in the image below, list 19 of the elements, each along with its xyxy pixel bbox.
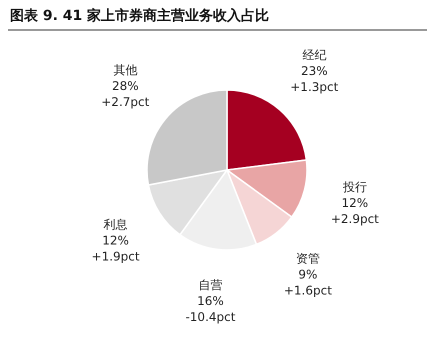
text: -10.4pct	[185, 310, 236, 324]
data-label: 12%	[102, 234, 129, 248]
slice-label: 利息	[104, 218, 128, 232]
slice-label: 投行	[342, 180, 367, 194]
slice-label: 自营	[198, 278, 222, 292]
data-label: 12%	[342, 196, 368, 210]
data-label: 16%	[197, 294, 224, 308]
slice-label: 资管	[296, 251, 320, 266]
text: +1.6pct	[284, 283, 332, 298]
text: +2.9pct	[330, 212, 380, 226]
data-label: 28%	[112, 78, 139, 93]
text: +2.7pct	[101, 94, 150, 109]
text: +1.9pct	[92, 250, 140, 264]
slice-label: 经纪	[302, 48, 326, 62]
chart-title: 图表 9. 41 家上市券商主营业务收入占比	[10, 7, 270, 24]
slice-label: 其他	[113, 62, 138, 77]
text: +1.3pct	[290, 80, 339, 94]
data-label: 23%	[300, 64, 328, 78]
data-label: 9%	[298, 267, 318, 282]
